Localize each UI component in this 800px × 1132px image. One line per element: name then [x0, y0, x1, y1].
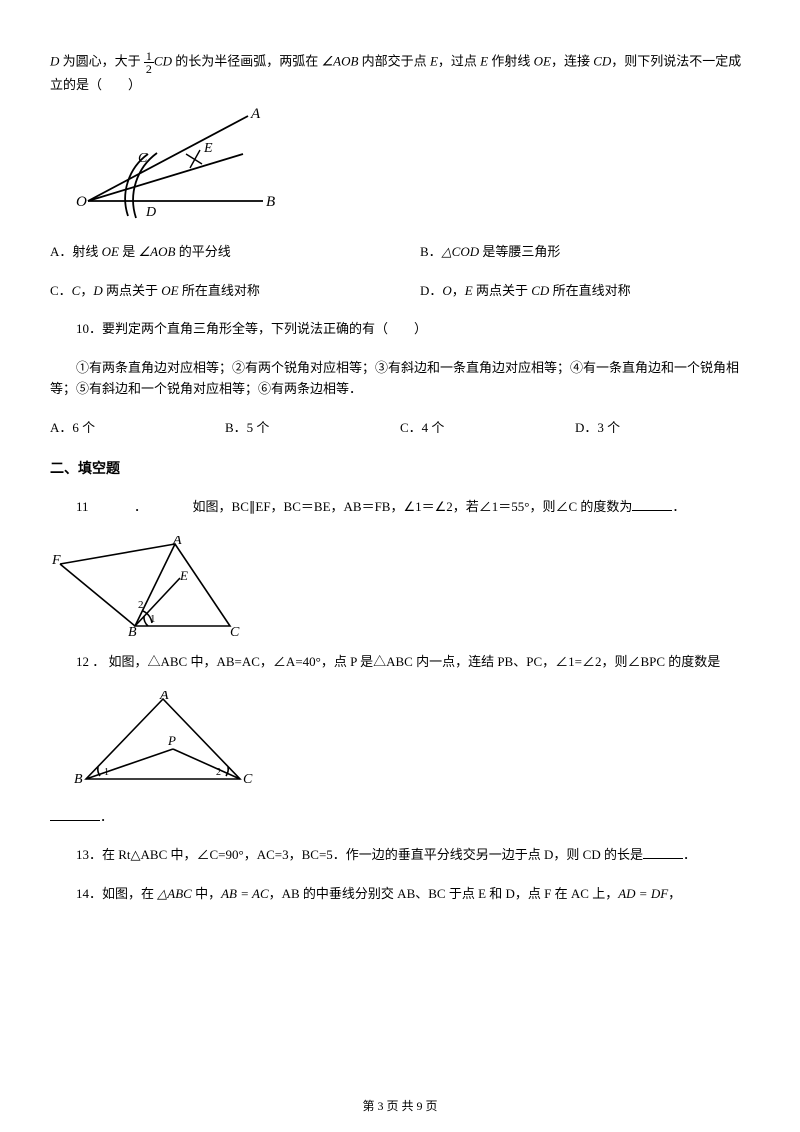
q9-option-c: C．C，D 两点关于 OE 所在直线对称 — [50, 281, 380, 302]
q11-figure: A F E B C 2 1 — [50, 536, 750, 636]
frac-den: 2 — [144, 63, 154, 75]
q11-C: C — [230, 625, 240, 636]
q10-options: A．6 个 B．5 个 C．4 个 D．3 个 — [50, 418, 750, 439]
q12-figure: A B C P 1 2 — [68, 691, 750, 791]
optD-mid: 两点关于 — [473, 283, 532, 298]
var-E2: E — [480, 53, 488, 68]
q12-blank — [50, 807, 100, 821]
q9-options-row1: A．射线 OE 是 ∠AOB 的平分线 B．△COD 是等腰三角形 — [50, 242, 750, 263]
optB-tri: △COD — [442, 244, 479, 259]
q14-pre: 14．如图，在 — [76, 886, 157, 901]
optA-pre: A．射线 — [50, 244, 102, 259]
q9-text-c: 内部交于点 — [358, 53, 430, 68]
q11-svg: A F E B C 2 1 — [50, 536, 250, 636]
lbl-E: E — [203, 141, 213, 156]
q10-list: ①有两条直角边对应相等；②有两个锐角对应相等；③有斜边和一条直角边对应相等；④有… — [50, 358, 750, 400]
var-CD: CD — [593, 53, 611, 68]
q11-1: 1 — [150, 613, 156, 625]
lbl-D: D — [145, 205, 156, 220]
q12-2: 2 — [216, 767, 221, 778]
q13-end: ． — [683, 847, 696, 862]
lbl-A: A — [250, 106, 261, 122]
q9-svg: O A B C D E — [68, 106, 278, 226]
q9-text-a: 为圆心，大于 — [59, 53, 144, 68]
q9-text-b: 的长为半径画弧，两弧在 — [172, 53, 322, 68]
optC-pre: C． — [50, 283, 72, 298]
q9-continuation: D 为圆心，大于 12CD 的长为半径画弧，两弧在 ∠AOB 内部交于点 E，过… — [50, 50, 750, 96]
q12-tail: ． — [50, 807, 750, 828]
optD-O: O — [442, 283, 451, 298]
q9-text-f: ，连接 — [551, 53, 593, 68]
frac-var: CD — [154, 53, 172, 68]
q13-blank — [643, 845, 683, 859]
q10-option-b: B．5 个 — [225, 418, 400, 439]
var-D: D — [50, 53, 59, 68]
q11-end: ． — [672, 499, 685, 514]
q9-options-row2: C．C，D 两点关于 OE 所在直线对称 D．O，E 两点关于 CD 所在直线对… — [50, 281, 750, 302]
q14-eq2: AD = DF — [618, 886, 668, 901]
q12-1: 1 — [104, 767, 109, 778]
optA-OE: OE — [102, 244, 119, 259]
optC-mid: 两点关于 — [103, 283, 162, 298]
var-OE: OE — [534, 53, 551, 68]
q11-2: 2 — [138, 599, 144, 611]
q14-mid1: 中， — [192, 886, 221, 901]
optC-C: C — [72, 283, 81, 298]
q13-text: 13．在 Rt△ABC 中，∠C=90°，AC=3，BC=5．作一边的垂直平分线… — [76, 847, 643, 862]
q12-row: 12 ． 如图，△ABC 中，AB=AC，∠A=40°，点 P 是△ABC 内一… — [50, 652, 750, 673]
q11-dot: ． — [134, 499, 147, 514]
optC-post: 所在直线对称 — [179, 283, 260, 298]
section-fill: 二、填空题 — [50, 459, 750, 481]
q14-row: 14．如图，在 △ABC 中，AB = AC，AB 的中垂线分别交 AB、BC … — [50, 884, 750, 905]
q14-mid2: ，AB 的中垂线分别交 AB、BC 于点 E 和 D，点 F 在 AC 上， — [269, 886, 619, 901]
q13-row: 13．在 Rt△ABC 中，∠C=90°，AC=3，BC=5．作一边的垂直平分线… — [50, 845, 750, 866]
optA-mid: 是 — [119, 244, 139, 259]
var-E: E — [430, 53, 438, 68]
fraction: 12 — [144, 50, 154, 75]
optC-D: D — [93, 283, 102, 298]
q11-num: 11 — [76, 499, 89, 514]
q12-C: C — [243, 772, 253, 787]
q11-F: F — [51, 553, 61, 568]
q10-option-a: A．6 个 — [50, 418, 225, 439]
q11-text: 如图，BC∥EF，BC＝BE，AB＝FB，∠1＝∠2，若∠1＝55°，则∠C 的… — [193, 499, 633, 514]
angle-aob: ∠AOB — [321, 53, 358, 68]
q9-option-d: D．O，E 两点关于 CD 所在直线对称 — [420, 281, 750, 302]
q12-svg: A B C P 1 2 — [68, 691, 258, 791]
optD-E: E — [465, 283, 473, 298]
q12-B: B — [74, 772, 83, 787]
q10-stem: 10．要判定两个直角三角形全等，下列说法正确的有（ ） — [50, 319, 750, 340]
q9-option-b: B．△COD 是等腰三角形 — [420, 242, 750, 263]
q9-text-e: 作射线 — [488, 53, 534, 68]
optB-pre: B． — [420, 244, 442, 259]
q9-text-d: ，过点 — [438, 53, 480, 68]
optD-pre: D． — [420, 283, 442, 298]
optB-post: 是等腰三角形 — [479, 244, 560, 259]
q11-row: 11 ． 如图，BC∥EF，BC＝BE，AB＝FB，∠1＝∠2，若∠1＝55°，… — [50, 497, 750, 518]
optC-OE: OE — [161, 283, 178, 298]
q11-E: E — [179, 568, 188, 583]
q14-eq1: AB = AC — [221, 886, 269, 901]
q11-A: A — [172, 536, 182, 548]
q11-B: B — [128, 625, 137, 636]
q9-figure: O A B C D E — [68, 106, 750, 226]
lbl-B: B — [266, 194, 275, 210]
q12-P: P — [167, 733, 176, 748]
q14-end: ， — [668, 886, 681, 901]
lbl-C: C — [138, 151, 148, 166]
optD-CD: CD — [531, 283, 549, 298]
q12-A: A — [159, 691, 169, 703]
q10-option-d: D．3 个 — [575, 418, 750, 439]
optD-post: 所在直线对称 — [549, 283, 630, 298]
q11-blank — [632, 497, 672, 511]
page-footer: 第 3 页 共 9 页 — [0, 1097, 800, 1116]
q9-option-a: A．射线 OE 是 ∠AOB 的平分线 — [50, 242, 380, 263]
q12-pre: 12 ． 如图，△ABC 中，AB=AC，∠A=40°，点 P 是△ABC 内一… — [76, 654, 720, 669]
optA-ang: ∠AOB — [139, 244, 176, 259]
q12-end: ． — [100, 809, 113, 824]
q14-tri: △ABC — [157, 886, 192, 901]
optA-post: 的平分线 — [175, 244, 230, 259]
lbl-O: O — [76, 194, 87, 210]
q10-option-c: C．4 个 — [400, 418, 575, 439]
